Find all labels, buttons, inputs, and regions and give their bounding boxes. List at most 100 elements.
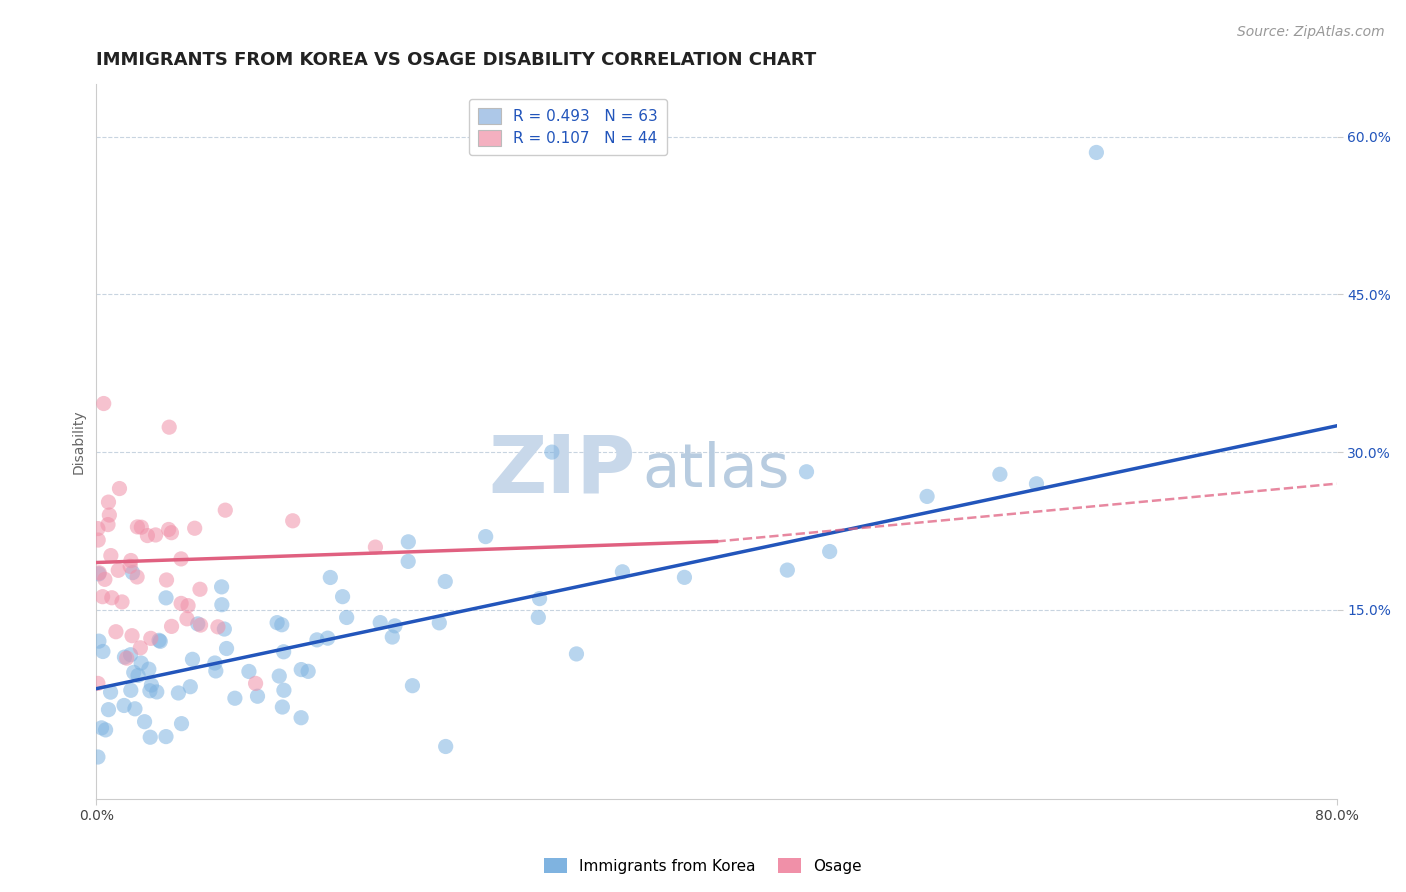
Point [127,668,149,682]
Point [157,523,180,537]
Point [336,610,359,624]
Point [183,521,205,535]
Point [121,629,143,643]
Point [87,750,110,764]
Point [91,644,114,658]
Point [139,730,162,744]
Point [396,534,419,549]
Point [149,634,172,648]
Point [112,698,135,713]
Point [139,632,162,646]
Point [527,610,550,624]
Point [297,665,319,679]
Point [316,631,339,645]
Point [204,664,226,678]
Point [1025,476,1047,491]
Point [381,630,404,644]
Point [211,580,233,594]
Point [89,566,111,580]
Point [120,648,142,662]
Point [181,652,204,666]
Point [245,676,267,690]
Point [129,656,152,670]
Point [100,685,122,699]
Point [136,528,159,542]
Point [190,618,212,632]
Point [115,651,138,665]
Point [108,482,131,496]
Point [155,730,177,744]
Point [818,544,841,558]
Point [141,678,163,692]
Point [120,559,142,574]
Point [101,591,124,605]
Point [290,663,312,677]
Point [131,520,153,534]
Point [396,554,419,568]
Point [120,683,142,698]
Point [305,632,328,647]
Point [145,685,167,699]
Point [87,566,110,581]
Point [170,596,193,610]
Point [915,490,938,504]
Point [214,622,236,636]
Point [155,591,177,605]
Point [673,570,696,584]
Point [266,615,288,630]
Point [139,683,162,698]
Point [87,634,110,648]
Point [94,572,117,586]
Y-axis label: Disability: Disability [72,409,86,474]
Point [167,686,190,700]
Point [273,645,295,659]
Point [97,495,120,509]
Point [364,540,387,554]
Point [529,591,551,606]
Text: Source: ZipAtlas.com: Source: ZipAtlas.com [1237,25,1385,39]
Point [87,676,110,690]
Point [332,590,354,604]
Point [319,570,342,584]
Point [87,533,110,547]
Point [104,624,127,639]
Point [134,714,156,729]
Point [98,508,121,522]
Point [776,563,799,577]
Point [145,528,167,542]
Point [107,563,129,577]
Point [368,615,391,630]
Point [129,640,152,655]
Legend: Immigrants from Korea, Osage: Immigrants from Korea, Osage [537,852,869,880]
Point [474,530,496,544]
Point [427,615,450,630]
Point [90,721,112,735]
Point [988,467,1011,482]
Point [281,514,304,528]
Point [269,669,291,683]
Point [238,665,260,679]
Point [120,553,142,567]
Point [122,665,145,680]
Point [177,599,200,613]
Point [214,503,236,517]
Point [211,598,233,612]
Point [207,620,229,634]
Point [565,647,588,661]
Point [796,465,818,479]
Point [97,703,120,717]
Point [138,662,160,676]
Point [160,525,183,540]
Point [541,445,564,459]
Point [290,711,312,725]
Text: ZIP: ZIP [489,431,636,509]
Point [148,633,170,648]
Point [160,619,183,633]
Point [176,612,198,626]
Text: IMMIGRANTS FROM KOREA VS OSAGE DISABILITY CORRELATION CHART: IMMIGRANTS FROM KOREA VS OSAGE DISABILIT… [97,51,817,69]
Text: atlas: atlas [643,441,790,500]
Point [215,641,238,656]
Point [270,617,292,632]
Point [155,573,177,587]
Point [127,570,149,584]
